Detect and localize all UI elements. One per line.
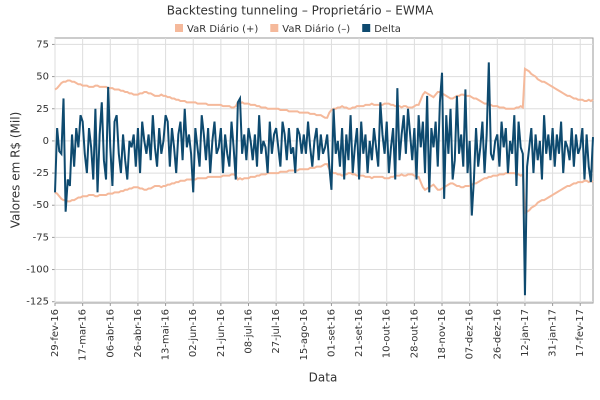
x-tick-label: 27-jul-16 bbox=[271, 309, 282, 354]
x-tick-label: 26-dez-16 bbox=[492, 309, 503, 359]
y-tick-label: 75 bbox=[36, 39, 49, 50]
x-tick-label: 26-abr-16 bbox=[133, 309, 144, 358]
y-axis-label: Valores em R$ (Mil) bbox=[9, 112, 23, 228]
x-tick-label: 12-jan-17 bbox=[520, 309, 531, 357]
x-tick-label: 21-jun-16 bbox=[216, 309, 227, 357]
series-line bbox=[54, 62, 594, 296]
y-tick-label: -25 bbox=[33, 168, 49, 179]
x-tick-label: 10-out-16 bbox=[382, 309, 393, 358]
x-tick-label: 29-fev-16 bbox=[50, 309, 61, 357]
x-tick-label: 17-mar-16 bbox=[78, 309, 89, 361]
y-tick-label: 0 bbox=[43, 136, 49, 147]
legend-label: VaR Diário (+) bbox=[187, 23, 258, 35]
legend-swatch bbox=[362, 24, 371, 32]
legend-label: VaR Diário (–) bbox=[282, 23, 350, 35]
x-tick-label: 31-jan-17 bbox=[548, 309, 559, 357]
x-tick-label: 06-abr-16 bbox=[105, 309, 116, 358]
x-tick-label: 02-jun-16 bbox=[188, 309, 199, 357]
x-tick-label: 21-set-16 bbox=[354, 309, 365, 357]
legend-label: Delta bbox=[374, 24, 401, 35]
x-tick-label: 18-nov-16 bbox=[437, 309, 448, 360]
legend-swatch bbox=[175, 24, 183, 32]
plot-area bbox=[54, 37, 594, 304]
y-tick-label: 25 bbox=[36, 104, 49, 115]
x-tick-label: 17-fev-17 bbox=[575, 309, 586, 357]
y-tick-label: -125 bbox=[26, 297, 49, 308]
series-line bbox=[54, 67, 594, 119]
x-axis-label: Data bbox=[309, 371, 338, 385]
x-tick-label: 13-mai-16 bbox=[161, 309, 172, 360]
legend: VaR Diário (+) VaR Diário (–) Delta bbox=[175, 23, 401, 35]
y-tick-label: -100 bbox=[26, 265, 49, 276]
series-line bbox=[54, 163, 594, 215]
chart-title: Backtesting tunneling – Proprietário – E… bbox=[167, 4, 434, 18]
x-tick-label: 15-ago-16 bbox=[299, 309, 310, 360]
x-tick-label: 28-out-16 bbox=[409, 309, 420, 358]
x-tick-label: 08-jul-16 bbox=[244, 309, 255, 354]
x-tick-label: 01-set-16 bbox=[326, 309, 337, 357]
y-tick-label: -75 bbox=[33, 232, 49, 243]
y-tick-label: 50 bbox=[36, 72, 49, 83]
y-tick-label: -50 bbox=[33, 200, 49, 211]
legend-swatch bbox=[270, 24, 279, 32]
x-tick-label: 07-dez-16 bbox=[465, 309, 476, 359]
